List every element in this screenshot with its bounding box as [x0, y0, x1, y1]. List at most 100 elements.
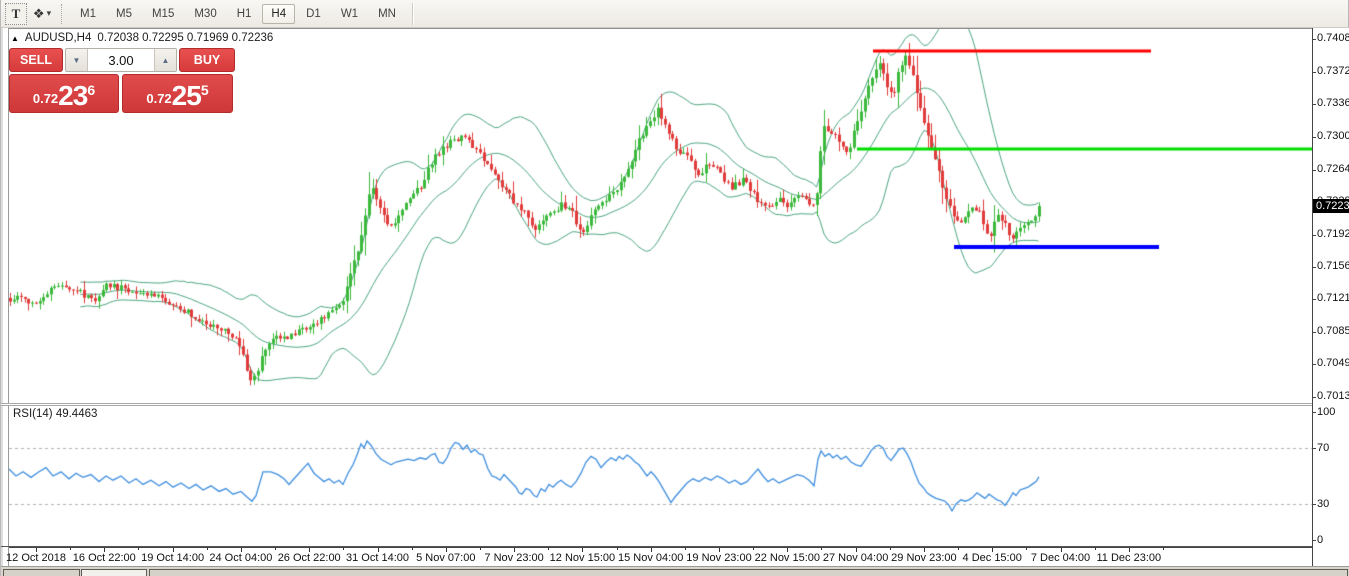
- time-tick-minor: [889, 548, 891, 550]
- buy-button[interactable]: BUY: [179, 48, 235, 72]
- timeframe-button-group: M1 M5 M15 M30 H1 H4 D1 W1 MN: [70, 3, 406, 24]
- sell-price-box[interactable]: 0.72 23 6: [9, 74, 119, 113]
- time-tick: [650, 548, 652, 552]
- rsi-chart-canvas[interactable]: [9, 406, 1312, 546]
- time-tick-minor: [684, 548, 686, 550]
- price-axis-label: 0.70130: [1312, 390, 1349, 402]
- chart-tab[interactable]: [3, 569, 80, 576]
- rsi-axis-label: 30: [1311, 498, 1330, 510]
- rsi-pane-border: [1, 546, 1312, 547]
- chevron-down-icon[interactable]: ▾: [46, 8, 52, 18]
- date-label: 22 Nov 15:00: [754, 552, 821, 564]
- date-label: 29 Nov 23:00: [891, 552, 957, 564]
- drawing-tools-button[interactable]: ❖ ▾: [31, 3, 53, 25]
- time-tick: [240, 548, 242, 552]
- volume-decrease-button[interactable]: ▼: [66, 49, 88, 71]
- time-tick: [172, 548, 174, 552]
- time-tick-minor: [138, 548, 140, 550]
- time-tick-minor: [1162, 548, 1164, 550]
- volume-increase-button[interactable]: ▲: [154, 49, 176, 71]
- buy-price-prefix: 0.72: [146, 91, 172, 106]
- time-tick: [855, 548, 857, 552]
- chart-header: ▲ AUDUSD,H4 0.72038 0.72295 0.71969 0.72…: [11, 32, 273, 44]
- date-label: 19 Oct 14:00: [141, 552, 205, 564]
- date-label: 26 Oct 22:00: [277, 552, 341, 564]
- date-label: 12 Nov 15:00: [549, 552, 616, 564]
- time-tick: [787, 548, 789, 552]
- time-tick: [104, 548, 106, 552]
- collapse-panel-icon[interactable]: ▲: [11, 33, 19, 43]
- rsi-axis-label: 70: [1311, 442, 1330, 454]
- chart-tab[interactable]: [149, 569, 1348, 576]
- timeframe-button-mn[interactable]: MN: [378, 7, 396, 20]
- time-tick: [1060, 548, 1062, 552]
- timeframe-button-h1[interactable]: H1: [236, 7, 252, 20]
- time-tick: [309, 548, 311, 552]
- timeframe-button-m5[interactable]: M5: [115, 7, 132, 20]
- time-tick: [719, 548, 720, 552]
- pane-splitter[interactable]: [1, 403, 1312, 406]
- toolbar-grip: [61, 3, 62, 24]
- time-axis[interactable]: 12 Oct 2018 16 Oct 22:00 19 Oct 14:00 24 Oc…: [6, 547, 1312, 566]
- time-tick-minor: [343, 548, 345, 550]
- buy-price-box[interactable]: 0.72 25 5: [122, 74, 233, 113]
- timeframe-button-m30[interactable]: M30: [194, 7, 217, 20]
- one-click-trading-panel: SELL ▼ 3.00 ▲ BUY 0.72 23 6 0.72 25 5: [9, 48, 235, 113]
- sell-price-big: 23: [58, 80, 88, 111]
- date-label: 16 Oct 22:00: [72, 552, 136, 564]
- sell-button[interactable]: SELL: [9, 48, 63, 72]
- time-tick: [582, 548, 584, 552]
- date-label: 11 Dec 23:00: [1096, 552, 1162, 564]
- date-label: 15 Nov 04:00: [617, 552, 684, 564]
- time-tick-minor: [821, 548, 823, 550]
- time-tick: [923, 548, 925, 552]
- time-tick-minor: [1094, 548, 1096, 550]
- drawing-tools-icon: ❖: [32, 5, 45, 21]
- timeframe-button-m15[interactable]: M15: [151, 7, 175, 20]
- time-tick-minor: [206, 548, 208, 550]
- rsi-axis-label: 100: [1311, 406, 1336, 418]
- time-tick-minor: [411, 548, 413, 550]
- date-label: 31 Oct 14:00: [346, 552, 409, 564]
- date-label: 7 Nov 23:00: [484, 552, 544, 564]
- time-tick-minor: [1026, 548, 1028, 550]
- current-price-tag: 0.72236: [1313, 199, 1349, 214]
- text-tool-button[interactable]: T: [5, 2, 27, 25]
- volume-stepper: ▼ 3.00 ▲: [65, 48, 177, 72]
- buy-price-big: 25: [171, 80, 202, 111]
- time-tick-minor: [479, 548, 481, 550]
- ohlc-values: 0.72038 0.72295 0.71969 0.72236: [97, 32, 274, 44]
- date-label: 24 Oct 04:00: [209, 552, 273, 564]
- time-tick: [514, 548, 516, 552]
- timeframe-button-w1[interactable]: W1: [340, 7, 359, 20]
- time-tick-minor: [70, 548, 72, 550]
- time-tick: [445, 548, 447, 552]
- time-tick-minor: [958, 548, 960, 550]
- date-label: 7 Dec 04:00: [1030, 552, 1091, 564]
- chart-left-border: [1, 28, 9, 566]
- timeframe-button-d1[interactable]: D1: [306, 7, 321, 20]
- chart-tab[interactable]: [81, 569, 147, 576]
- time-tick: [1128, 548, 1130, 552]
- sell-price-sup: 6: [87, 82, 96, 98]
- time-tick-minor: [753, 548, 755, 550]
- date-label: 27 Nov 04:00: [822, 552, 889, 564]
- sell-price-prefix: 0.72: [32, 91, 59, 106]
- symbol-period-label: AUDUSD,H4: [24, 32, 92, 44]
- timeframe-button-m1[interactable]: M1: [80, 7, 96, 20]
- time-tick: [992, 548, 994, 552]
- volume-input[interactable]: 3.00: [88, 49, 154, 71]
- date-label: 4 Dec 15:00: [962, 552, 1022, 564]
- timeframe-button-h4[interactable]: H4: [262, 3, 296, 24]
- bottom-tab-strip: [1, 566, 1349, 576]
